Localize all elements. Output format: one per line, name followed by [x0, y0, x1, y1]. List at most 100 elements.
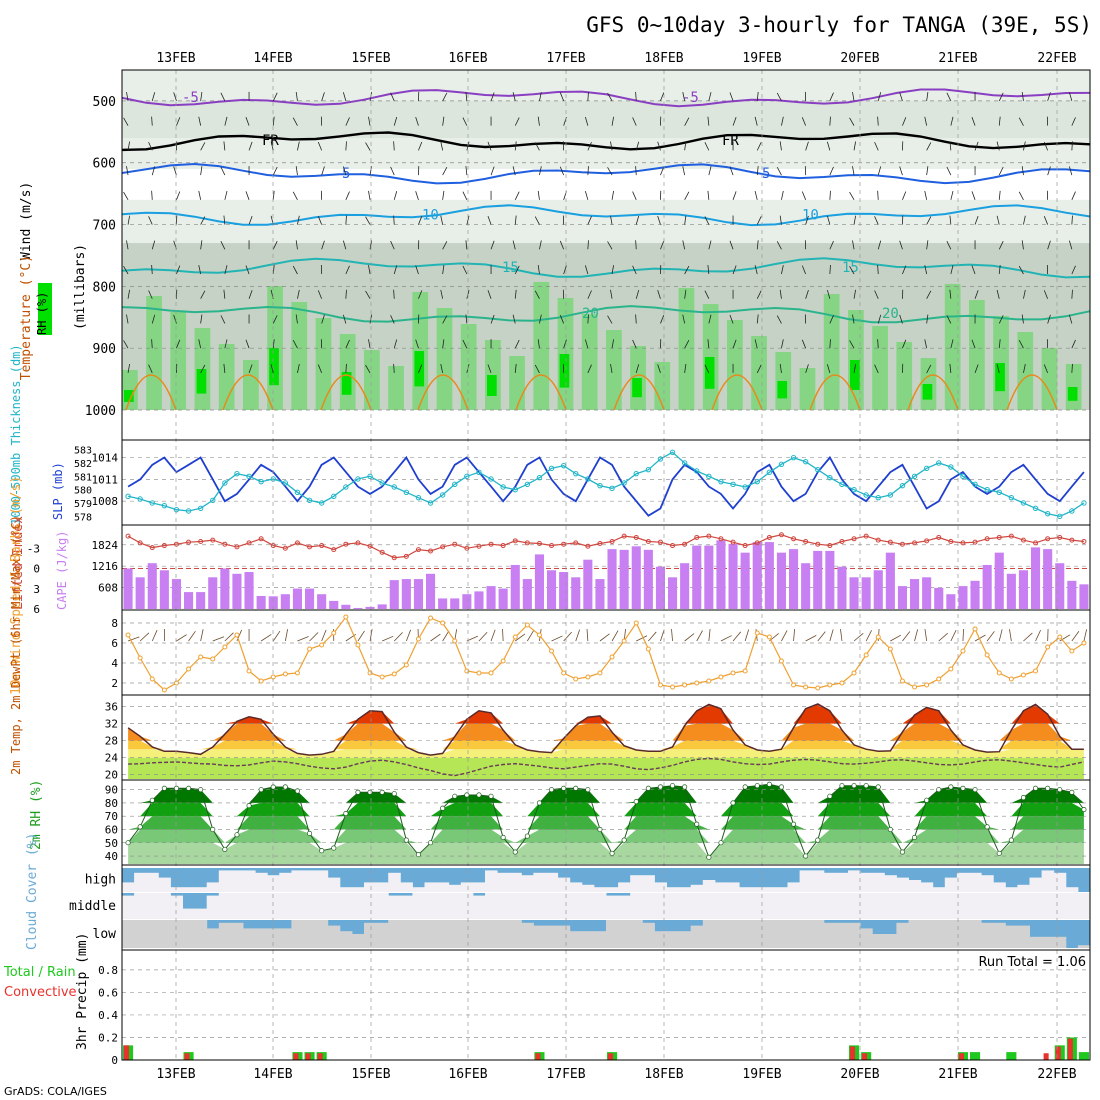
rh-patch [606, 330, 622, 410]
thickness-marker [415, 494, 422, 501]
wind-barb [440, 141, 444, 151]
wind-speed-marker [524, 622, 530, 628]
cloud-gap [388, 872, 401, 892]
surface-contour [1006, 374, 1058, 411]
thickness-marker [875, 494, 881, 501]
wind10m-barb [998, 629, 1003, 642]
cloud-gap [267, 875, 280, 892]
chart-title: GFS 0~10day 3-hourly for TANGA (39E, 5S) [586, 13, 1092, 37]
wind10m-barb [853, 632, 864, 642]
wind-barb [899, 240, 903, 250]
cloud-gap [606, 887, 619, 892]
wind10m-axis-label: 10m Wind Speed & Barbs (m/s) [9, 476, 24, 695]
cape-bar [776, 552, 786, 609]
wind-barb [611, 265, 615, 275]
cloud-gap [291, 870, 304, 892]
cloud-gap [521, 922, 534, 948]
cape-bar [256, 595, 266, 609]
wind-barb [756, 91, 759, 101]
wind-speed-marker [1057, 634, 1063, 640]
wind-barb [853, 215, 857, 225]
thickness-marker [585, 476, 591, 482]
cloud-gap [1005, 925, 1018, 948]
wind-barb [754, 265, 758, 275]
cape-bar [450, 598, 460, 609]
wind-barb [704, 142, 710, 151]
cloud-gap [956, 872, 970, 892]
wind-barb [559, 92, 565, 102]
surface-contour [907, 374, 959, 411]
wind-barb [1068, 240, 1073, 250]
cape-bar [789, 549, 799, 609]
thickness-marker [609, 485, 615, 492]
wind-barb [587, 314, 589, 324]
li-marker [803, 539, 809, 544]
thickness-marker [452, 481, 458, 488]
temp-band [128, 757, 1084, 779]
cloud-gap [460, 893, 474, 919]
precip-tick-label: 0.8 [98, 964, 118, 977]
cloud-gap [497, 872, 510, 892]
cloud-gap [884, 893, 897, 919]
wind-barb [684, 215, 687, 225]
cloud-gap [642, 875, 655, 892]
wind-barb [801, 339, 807, 349]
wind-barb [317, 364, 323, 374]
thickness-marker [439, 492, 446, 498]
wind-speed-marker [960, 648, 966, 654]
wind-speed-marker [391, 671, 397, 677]
wind-barb [1043, 364, 1049, 374]
cloud-gap [206, 882, 220, 892]
cloud-gap [630, 875, 643, 892]
wind-barb [176, 117, 181, 126]
wind-barb [660, 92, 665, 102]
wind-speed-marker [670, 684, 676, 690]
li-marker [198, 539, 204, 544]
cape-bar [571, 577, 581, 609]
rh2m-marker [331, 845, 337, 851]
wind-barb [220, 166, 226, 176]
rh-high-patch [269, 348, 279, 386]
wind-barb [829, 92, 834, 102]
wind-barb [223, 215, 226, 225]
cape-bar [873, 570, 883, 609]
rh-patch [436, 308, 453, 410]
wind-barb [198, 339, 202, 349]
cape-bar [910, 579, 920, 609]
cloud-gap [920, 882, 934, 892]
precip-tick-label: 0 [111, 1054, 118, 1067]
isotherm-line [121, 88, 1091, 108]
wind-barb [418, 364, 423, 374]
wind-barb [390, 315, 395, 324]
wind-barb [148, 290, 153, 299]
wind-barb [607, 315, 613, 324]
wind10m-barb [575, 629, 581, 642]
wind-barb [514, 339, 520, 349]
wind-barb [1047, 240, 1051, 250]
wind-barb [514, 191, 520, 200]
cloud-gap [860, 872, 873, 892]
thickness-marker [125, 493, 131, 500]
rh2m-marker [536, 800, 543, 806]
dewpoint-line [128, 757, 1085, 777]
wind-speed-marker [754, 630, 760, 636]
cloud-gap [279, 893, 292, 919]
cape-bar [413, 579, 423, 609]
wind-barb [632, 339, 637, 349]
li-marker [149, 545, 155, 551]
rh2m-marker [609, 850, 615, 856]
wind-barb [272, 92, 278, 102]
cloud-gap [714, 920, 728, 948]
rh2m-marker [343, 810, 349, 817]
isotherm-label: 15 [502, 260, 519, 276]
pressure-tick-label: 700 [93, 219, 116, 234]
wind-barb [587, 141, 592, 151]
wind-speed-marker [887, 646, 893, 652]
wind10m-barb [297, 636, 309, 642]
wind-barb [974, 364, 979, 374]
wind-barb [539, 240, 542, 250]
rh2m-marker [1069, 789, 1075, 795]
thickness-marker [923, 465, 930, 472]
isotherm-label: FR [722, 133, 739, 149]
wind-barb [514, 363, 517, 373]
